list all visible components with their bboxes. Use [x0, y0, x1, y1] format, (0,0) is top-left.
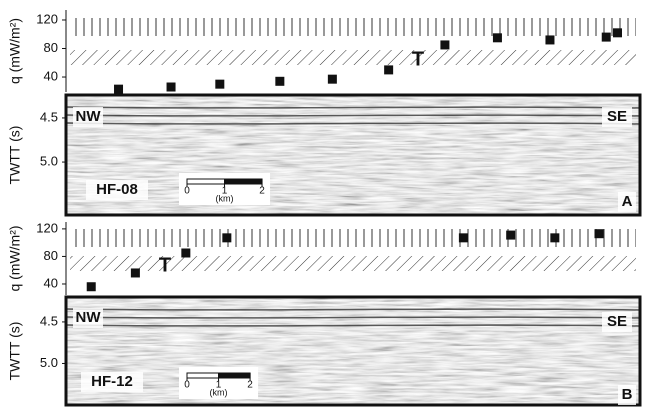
y-axis-title: q (mW/m²)	[7, 225, 23, 291]
side-label: NW	[76, 309, 102, 326]
y-tick-label: 120	[36, 11, 58, 26]
page: {"chart_data": [ {"type": "scatter", "y_…	[0, 0, 658, 407]
hatch-band	[70, 256, 636, 271]
scale-label: 0	[184, 380, 190, 391]
data-point	[131, 268, 140, 277]
data-point	[506, 231, 515, 240]
y-axis-title: TWTT (s)	[7, 322, 23, 381]
line-name: HF-08	[96, 181, 138, 198]
data-point	[215, 80, 224, 89]
data-point	[440, 40, 449, 49]
reflector	[66, 127, 640, 128]
y-axis-title: TWTT (s)	[7, 126, 23, 185]
y-tick-label: 120	[36, 220, 58, 235]
hatch-band	[70, 50, 636, 65]
y-tick-label: 4.5	[40, 109, 58, 124]
panel-label: A	[622, 193, 633, 210]
reflector	[66, 115, 640, 116]
reflector	[66, 119, 640, 120]
scale-bar-segment	[187, 373, 219, 378]
scale-unit: (km)	[210, 387, 228, 397]
reflector	[66, 329, 640, 330]
reflector	[66, 321, 640, 322]
side-label: NW	[76, 108, 102, 125]
panel-label: B	[622, 386, 633, 403]
y-tick-label: 40	[44, 275, 58, 290]
scale-label: 2	[259, 186, 265, 197]
scale-bar-segment	[225, 179, 263, 184]
data-point	[167, 83, 176, 92]
reflector	[66, 325, 640, 326]
data-point	[550, 233, 559, 242]
side-label: SE	[607, 313, 627, 330]
annotation: T	[412, 48, 424, 70]
data-point	[114, 85, 123, 94]
scale-label: 2	[247, 380, 253, 391]
seismic-image	[66, 95, 640, 215]
scale-label: 0	[184, 186, 190, 197]
line-name: HF-12	[91, 373, 133, 390]
data-point	[384, 65, 393, 74]
data-point	[613, 28, 622, 37]
reflector	[66, 313, 640, 314]
scale-bar-segment	[187, 179, 225, 184]
data-point	[493, 33, 502, 42]
reflector	[66, 309, 640, 310]
y-tick-label: 4.5	[40, 313, 58, 328]
reflector	[66, 123, 640, 124]
reflector	[66, 111, 640, 112]
data-point	[275, 77, 284, 86]
reflector	[66, 317, 640, 318]
hatch-band	[70, 18, 636, 36]
y-tick-label: 5.0	[40, 355, 58, 370]
data-point	[595, 229, 604, 238]
data-point	[87, 282, 96, 291]
reflector	[66, 107, 640, 108]
data-point	[222, 233, 231, 242]
figure: T 40 80 120 q (mW/m²) 4.5 5.0 TWTT (s) NW SE HF-08…	[0, 0, 658, 407]
y-tick-label: 80	[44, 248, 58, 263]
y-axis-title: q (mW/m²)	[7, 18, 23, 84]
scale-unit: (km)	[216, 193, 234, 203]
data-point	[545, 35, 554, 44]
data-point	[602, 33, 611, 42]
annotation: T	[159, 254, 171, 276]
side-label: SE	[607, 108, 627, 125]
data-point	[459, 233, 468, 242]
data-point	[181, 248, 190, 257]
y-tick-label: 40	[44, 68, 58, 83]
scale-bar-segment	[219, 373, 251, 378]
y-tick-label: 5.0	[40, 153, 58, 168]
y-tick-label: 80	[44, 40, 58, 55]
data-point	[328, 75, 337, 84]
